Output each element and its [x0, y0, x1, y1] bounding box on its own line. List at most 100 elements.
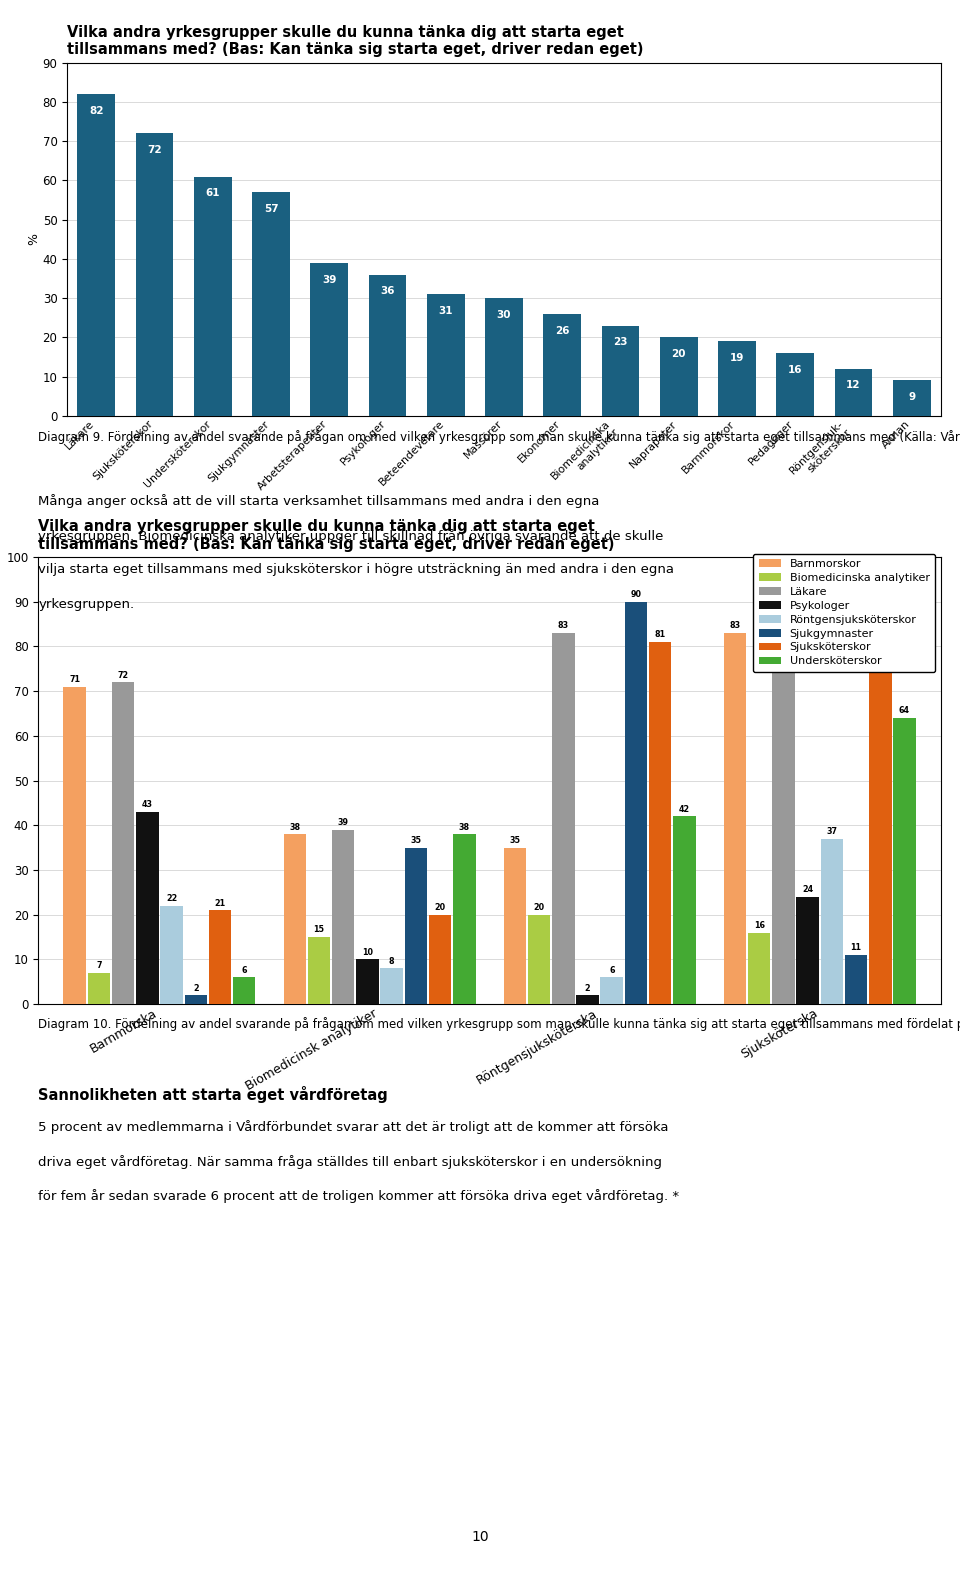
Bar: [673, 816, 696, 1004]
Text: Diagram 9. Fördelning av andel svarande på frågan om med vilken yrkesgrupp som m: Diagram 9. Fördelning av andel svarande …: [38, 430, 960, 444]
Text: 82: 82: [89, 107, 104, 116]
Text: Vilka andra yrkesgrupper skulle du kunna tänka dig att starta eget
tillsammans m: Vilka andra yrkesgrupper skulle du kunna…: [67, 25, 644, 58]
Text: 2: 2: [193, 984, 199, 993]
Text: 7: 7: [96, 962, 102, 970]
Bar: [429, 915, 451, 1004]
Text: 15: 15: [314, 926, 324, 935]
Text: 5 procent av medlemmarna i Vårdförbundet svarar att det är troligt att de kommer: 5 procent av medlemmarna i Vårdförbundet…: [38, 1120, 669, 1134]
Bar: [380, 968, 403, 1004]
Y-axis label: %: %: [27, 234, 39, 245]
Text: 23: 23: [613, 337, 628, 347]
Bar: [308, 937, 330, 1004]
Text: yrkesgruppen.: yrkesgruppen.: [38, 598, 134, 610]
Text: 20: 20: [671, 350, 686, 359]
Bar: [404, 847, 427, 1004]
Bar: [78, 94, 115, 416]
Text: 83: 83: [778, 621, 789, 631]
Bar: [356, 959, 378, 1004]
Bar: [552, 632, 575, 1004]
Text: 19: 19: [730, 353, 744, 362]
Text: 16: 16: [754, 921, 765, 930]
Text: Sannolikheten att starta eget vårdföretag: Sannolikheten att starta eget vårdföreta…: [38, 1086, 388, 1103]
Text: 2: 2: [585, 984, 590, 993]
Text: 21: 21: [214, 899, 226, 907]
Bar: [602, 326, 639, 416]
Text: vilja starta eget tillsammans med sjuksköterskor i högre utsträckning än med and: vilja starta eget tillsammans med sjuksk…: [38, 563, 674, 576]
Text: 38: 38: [459, 822, 469, 832]
Text: 61: 61: [205, 188, 220, 198]
Text: 11: 11: [851, 943, 861, 952]
Text: 71: 71: [69, 675, 81, 684]
Text: 42: 42: [679, 805, 690, 814]
Bar: [87, 973, 110, 1004]
Bar: [649, 642, 671, 1004]
Text: 9: 9: [908, 392, 915, 402]
Text: 43: 43: [142, 800, 153, 810]
Text: 72: 72: [147, 146, 162, 155]
Bar: [332, 830, 354, 1004]
Bar: [845, 956, 867, 1004]
Bar: [797, 897, 819, 1004]
Bar: [601, 977, 623, 1004]
Text: Vilka andra yrkesgrupper skulle du kunna tänka dig att starta eget
tillsammans m: Vilka andra yrkesgrupper skulle du kunna…: [38, 519, 615, 552]
Bar: [427, 295, 465, 416]
Text: 35: 35: [410, 836, 421, 846]
Text: 39: 39: [338, 817, 348, 827]
Text: 39: 39: [323, 275, 336, 284]
Bar: [112, 683, 134, 1004]
Text: 37: 37: [827, 827, 837, 836]
Bar: [625, 602, 647, 1004]
Text: 12: 12: [846, 381, 861, 391]
Bar: [310, 264, 348, 416]
Bar: [136, 811, 158, 1004]
Text: 83: 83: [730, 621, 740, 631]
Bar: [160, 905, 182, 1004]
Bar: [283, 835, 306, 1004]
Bar: [504, 847, 526, 1004]
Text: 81: 81: [655, 631, 665, 639]
Bar: [233, 977, 255, 1004]
Text: 38: 38: [289, 822, 300, 832]
Text: 16: 16: [788, 366, 803, 375]
Text: 83: 83: [558, 621, 569, 631]
Text: 26: 26: [555, 326, 569, 336]
Text: 8: 8: [389, 957, 395, 965]
Bar: [453, 835, 475, 1004]
Bar: [576, 995, 599, 1004]
Text: 64: 64: [899, 706, 910, 715]
Text: 30: 30: [496, 311, 512, 320]
Text: 90: 90: [631, 590, 641, 599]
Bar: [893, 719, 916, 1004]
Bar: [821, 839, 843, 1004]
Bar: [252, 193, 290, 416]
Bar: [718, 342, 756, 416]
Text: 22: 22: [166, 894, 178, 904]
Text: 77: 77: [875, 648, 886, 657]
Bar: [772, 632, 795, 1004]
Bar: [194, 177, 231, 416]
Bar: [660, 337, 698, 416]
Bar: [777, 353, 814, 416]
Text: 35: 35: [510, 836, 520, 846]
Text: 31: 31: [439, 306, 453, 315]
Bar: [893, 381, 930, 416]
Text: Många anger också att de vill starta verksamhet tillsammans med andra i den egna: Många anger också att de vill starta ver…: [38, 494, 600, 508]
Text: 20: 20: [435, 904, 445, 912]
Text: driva eget vårdföretag. När samma fråga ställdes till enbart sjuksköterskor i en: driva eget vårdföretag. När samma fråga …: [38, 1155, 662, 1169]
Bar: [543, 314, 581, 416]
Bar: [208, 910, 231, 1004]
Legend: Barnmorskor, Biomedicinska analytiker, Läkare, Psykologer, Röntgensjuksköterskor: Barnmorskor, Biomedicinska analytiker, L…: [753, 554, 935, 672]
Y-axis label: värde: värde: [0, 763, 4, 799]
Bar: [834, 369, 873, 416]
Text: 57: 57: [264, 204, 278, 213]
Bar: [748, 932, 771, 1004]
Text: för fem år sedan svarade 6 procent att de troligen kommer att försöka driva eget: för fem år sedan svarade 6 procent att d…: [38, 1189, 680, 1203]
Bar: [369, 275, 406, 416]
Text: 36: 36: [380, 286, 395, 297]
Text: 6: 6: [609, 965, 614, 974]
Text: 20: 20: [534, 904, 544, 912]
Text: Diagram 10. Fördelning av andel svarande på frågan om med vilken yrkesgrupp som : Diagram 10. Fördelning av andel svarande…: [38, 1017, 960, 1031]
Bar: [528, 915, 550, 1004]
Text: 24: 24: [802, 885, 813, 894]
Text: 72: 72: [117, 670, 129, 679]
